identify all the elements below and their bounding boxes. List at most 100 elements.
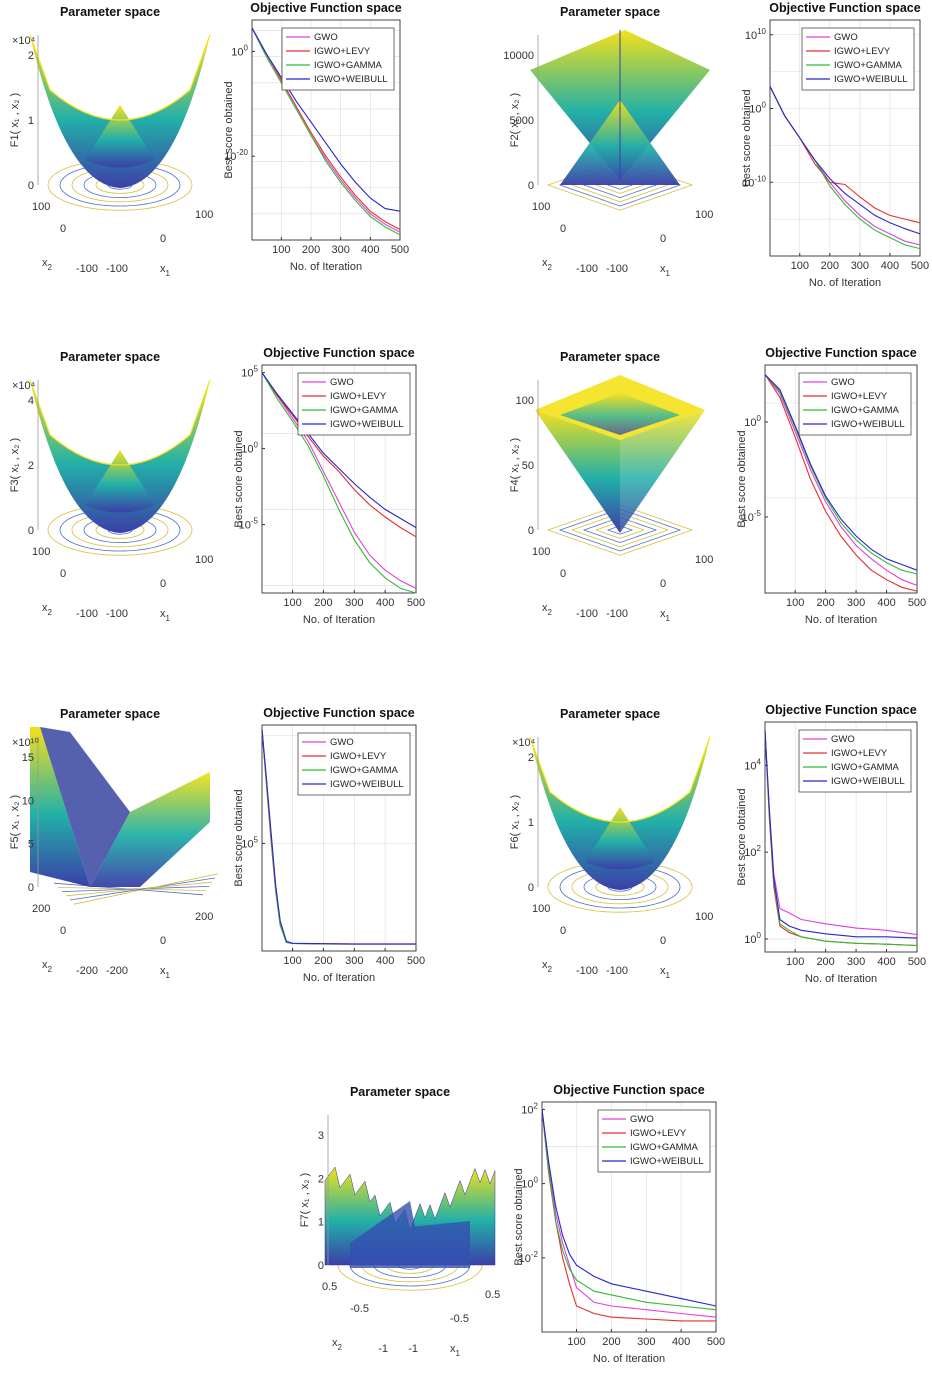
x-tick-label: 100 xyxy=(567,1336,585,1348)
y-axis-label: Best score obtained xyxy=(513,1168,525,1265)
x-tick-label: 500 xyxy=(908,597,926,609)
x2-axis-label: x2 xyxy=(542,959,553,974)
x1-tick-label: -200 xyxy=(106,965,128,977)
x1-subscript: 1 xyxy=(666,614,671,623)
surface-panel-f3: Parameter space 4 2 0 ×10⁴ F3( x₁ , x₂ ) -100 0… xyxy=(9,350,213,623)
legend-box xyxy=(798,372,912,436)
contour-line xyxy=(558,508,682,552)
valley-floor xyxy=(40,727,130,887)
z-tick-label: 15 xyxy=(22,752,34,764)
legend-label: IGWO+WEIBULL xyxy=(831,776,905,787)
legend-label: IGWO+WEIBULL xyxy=(330,419,404,430)
z-tick-label: 10000 xyxy=(503,50,534,62)
valley-left-wall xyxy=(30,727,90,887)
x1-axis-label: x1 xyxy=(160,263,171,278)
x2-tick-label: 100 xyxy=(532,546,550,558)
x1-tick-label: -1 xyxy=(408,1343,418,1355)
x1-tick-label: 0 xyxy=(660,935,666,947)
y-tick-label: 100 xyxy=(744,931,761,946)
x1-tick-label: -100 xyxy=(606,263,628,275)
legend-label: IGWO+LEVY xyxy=(630,1128,687,1139)
x2-subscript: 2 xyxy=(548,965,553,974)
legend-box xyxy=(801,27,915,91)
x2-subscript: 2 xyxy=(48,965,53,974)
x-axis-label: No. of Iteration xyxy=(593,1353,665,1365)
y-tick-exponent: -10 xyxy=(754,174,766,183)
legend-label: IGWO+WEIBULL xyxy=(831,419,905,430)
legend-label: IGWO+WEIBULL xyxy=(630,1156,704,1167)
series-line-igwo-gamma xyxy=(251,27,401,236)
x1-tick-label: -0.5 xyxy=(450,1313,469,1325)
x-axis-label: No. of Iteration xyxy=(290,261,362,273)
legend: GWO IGWO+LEVY IGWO+GAMMA IGWO+WEIBULL xyxy=(297,372,411,436)
x2-tick-label: 200 xyxy=(32,903,50,915)
y-tick-exponent: 2 xyxy=(757,844,762,853)
series-line-igwo-weibull xyxy=(769,86,921,235)
x-tick-label: 300 xyxy=(345,597,363,609)
series-line-igwo-gamma xyxy=(764,374,918,575)
x2-tick-label: 0.5 xyxy=(322,1281,337,1293)
legend-label: IGWO+GAMMA xyxy=(330,405,398,416)
x1-axis-label: x1 xyxy=(660,608,671,623)
series-line-igwo-levy xyxy=(764,374,918,592)
convergence-chart-f4: Objective Function space 100 200 300 400 500 1… xyxy=(736,346,926,626)
x-tick-label: 500 xyxy=(407,597,425,609)
z-tick-label: 0 xyxy=(528,180,534,192)
legend-label: GWO xyxy=(314,32,338,43)
z-tick-label: 0 xyxy=(28,180,34,192)
y-tick-exponent: 0 xyxy=(254,441,259,450)
chart-title: Objective Function space xyxy=(263,346,414,360)
y-tick-label: 105 xyxy=(241,365,258,380)
legend-label: IGWO+LEVY xyxy=(330,391,387,402)
z-tick-label: 0 xyxy=(528,882,534,894)
z-tick-label: 10 xyxy=(22,795,34,807)
legend-label: GWO xyxy=(834,32,858,43)
contour-line xyxy=(546,504,694,556)
legend-label: IGWO+GAMMA xyxy=(831,405,899,416)
noisy-surface-front xyxy=(350,1201,470,1268)
surface-rim xyxy=(529,736,711,823)
y-tick-exponent: 0 xyxy=(757,931,762,940)
legend-box xyxy=(281,27,395,91)
surface-mesh xyxy=(529,736,711,890)
y-tick-label: 102 xyxy=(521,1101,538,1116)
surface-mesh xyxy=(30,727,210,887)
z-tick-label: 2 xyxy=(528,752,534,764)
x-tick-label: 400 xyxy=(877,956,895,968)
y-tick-exponent: -5 xyxy=(251,517,259,526)
parameter-space-title: Parameter space xyxy=(560,5,660,19)
x2-axis-label: x2 xyxy=(42,959,53,974)
z-multiplier: ×10¹⁰ xyxy=(12,737,39,749)
series-line-igwo-weibull xyxy=(764,374,918,571)
series-line-gwo xyxy=(541,1109,717,1318)
x2-tick-label: 0 xyxy=(560,925,566,937)
x-axis-label: No. of Iteration xyxy=(303,614,375,626)
surface-bowl xyxy=(30,35,210,188)
y-tick-label: 1010 xyxy=(745,27,767,42)
surface-mesh xyxy=(530,30,710,185)
x1-tick-label: 200 xyxy=(195,911,213,923)
chart-title: Objective Function space xyxy=(769,1,920,15)
plot-area xyxy=(764,721,918,953)
series-line-igwo-gamma xyxy=(769,86,921,250)
series-line-gwo xyxy=(261,372,417,589)
legend-label: GWO xyxy=(831,377,855,388)
x-tick-label: 300 xyxy=(851,260,869,272)
y-tick-exponent: 0 xyxy=(757,414,762,423)
contour-line xyxy=(65,881,213,897)
z-tick-label: 4 xyxy=(28,395,34,407)
z-tick-label: 0 xyxy=(28,525,34,537)
x2-tick-label: -100 xyxy=(576,608,598,620)
z-axis-label: F2( x₁ , x₂ ) xyxy=(509,93,521,147)
z-multiplier: ×10⁴ xyxy=(12,380,36,392)
legend-label: GWO xyxy=(330,377,354,388)
x-tick-label: 100 xyxy=(283,955,301,967)
legend: GWO IGWO+LEVY IGWO+GAMMA IGWO+WEIBULL xyxy=(297,732,411,796)
y-tick-exponent: 0 xyxy=(762,101,767,110)
x-tick-label: 100 xyxy=(786,597,804,609)
legend: GWO IGWO+LEVY IGWO+GAMMA IGWO+WEIBULL xyxy=(801,27,915,91)
surface-mesh xyxy=(324,1166,496,1268)
plot-area xyxy=(261,724,417,952)
